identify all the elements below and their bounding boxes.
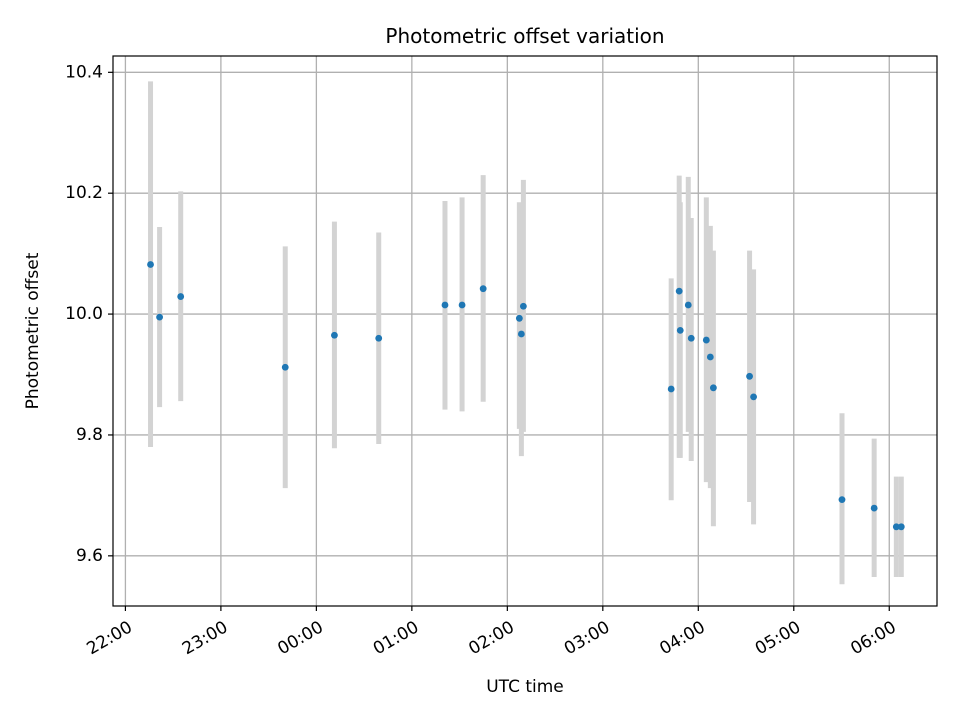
data-point [667,385,675,393]
y-tick-label: 10.2 [65,183,103,203]
data-point [709,384,717,392]
data-point [441,301,449,309]
data-point [331,331,338,339]
y-tick-label: 10.0 [65,304,103,324]
data-point [515,314,523,322]
data-point [892,523,900,531]
data-point [684,301,692,309]
data-point [870,504,878,512]
plot-frame [112,55,938,607]
data-points [147,261,905,531]
y-axis-title: Photometric offset [23,252,43,409]
data-point [375,334,383,342]
data-point [750,393,757,401]
y-axis-ticks: 9.6 9.8 10.0 10.2 10.4 [65,62,113,566]
data-point [147,261,154,268]
y-tick-label: 9.8 [76,425,103,445]
data-point [479,285,487,293]
data-point [675,287,683,295]
data-point [897,523,905,531]
data-point [517,330,525,338]
chart-title: Photometric offset variation [385,24,664,48]
data-point [838,496,846,504]
x-axis-title: UTC time [486,677,564,697]
data-point [519,302,527,310]
data-point [156,313,163,321]
y-tick-label: 9.6 [76,546,103,566]
data-point [676,326,684,334]
data-point [746,372,753,380]
data-point [702,336,710,344]
data-point [177,293,185,300]
data-point [687,334,695,342]
data-point [281,363,289,371]
data-point [458,301,466,309]
data-point [706,353,714,361]
y-tick-label: 10.4 [65,62,103,82]
